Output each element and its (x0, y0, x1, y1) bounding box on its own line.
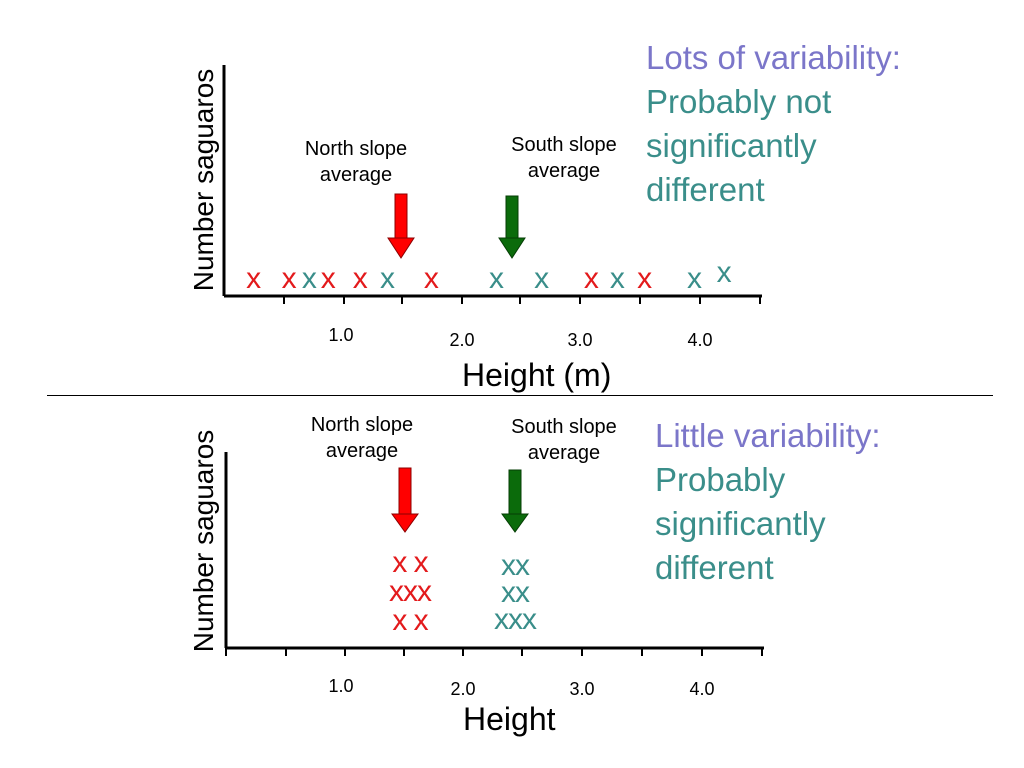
north-arrow-bottom (391, 467, 419, 533)
top-data-mark: x (380, 262, 396, 295)
top-data-mark: x (609, 262, 625, 295)
top-x-axis-label: Height (m) (462, 357, 612, 393)
top-north-average-label: North slope average (304, 138, 408, 186)
bottom-tick-1: 1.0 (328, 676, 354, 696)
top-data-mark: x (301, 262, 317, 295)
panel-divider (47, 395, 993, 396)
bottom-note-line: significantly (655, 505, 826, 542)
top-data-mark: x (534, 262, 550, 295)
top-tick-4: 4.0 (687, 330, 713, 350)
top-data-mark: x (423, 262, 439, 295)
south-arrow-top (498, 195, 526, 259)
north-cluster-row: x x (392, 546, 428, 579)
top-data-mark: x (352, 262, 368, 295)
bottom-tick-4: 4.0 (689, 679, 715, 699)
top-tick-2: 2.0 (449, 330, 475, 350)
top-note-line: significantly (646, 127, 817, 164)
top-note-line: different (646, 171, 765, 208)
top-note: Lots of variability: Probably not signif… (646, 36, 901, 212)
top-x-ticks (283, 296, 761, 304)
top-data-mark: x (246, 262, 262, 295)
bottom-note: Little variability: Probably significant… (655, 414, 881, 590)
south-cluster-row: xx (501, 549, 530, 582)
bottom-tick-3: 3.0 (569, 679, 595, 699)
north-cluster-row: x x (392, 604, 428, 637)
bottom-south-average-label: South slope average (511, 416, 617, 464)
bottom-x-ticks (225, 648, 763, 656)
south-cluster-row: xx (501, 576, 530, 609)
top-data-mark: x (686, 262, 702, 295)
bottom-note-heading: Little variability: (655, 417, 881, 454)
top-note-line: Probably not (646, 83, 832, 120)
top-data-mark: x (320, 262, 336, 295)
top-note-heading: Lots of variability: (646, 39, 901, 76)
north-cluster-row: xxx (389, 575, 432, 608)
south-cluster-row: xxx (494, 603, 537, 636)
top-tick-1: 1.0 (328, 325, 354, 345)
bottom-north-average-label: North slope average (310, 414, 414, 462)
top-data-mark: x (489, 262, 505, 295)
bottom-note-line: Probably (655, 461, 786, 498)
top-data-mark: x (637, 262, 653, 295)
top-data-mark: x (281, 262, 297, 295)
north-slope-cluster: x x xxx x x (389, 546, 432, 637)
bottom-x-axis-label: Height (463, 701, 556, 737)
top-data-mark: x (716, 256, 732, 289)
top-tick-3: 3.0 (567, 330, 593, 350)
south-arrow-bottom (501, 469, 529, 533)
north-arrow-top (387, 193, 415, 259)
bottom-tick-2: 2.0 (450, 679, 476, 699)
top-data-mark: x (583, 262, 599, 295)
top-south-average-label: South slope average (511, 134, 617, 182)
south-slope-cluster: xx xx xxx (494, 549, 537, 636)
bottom-note-line: different (655, 549, 774, 586)
